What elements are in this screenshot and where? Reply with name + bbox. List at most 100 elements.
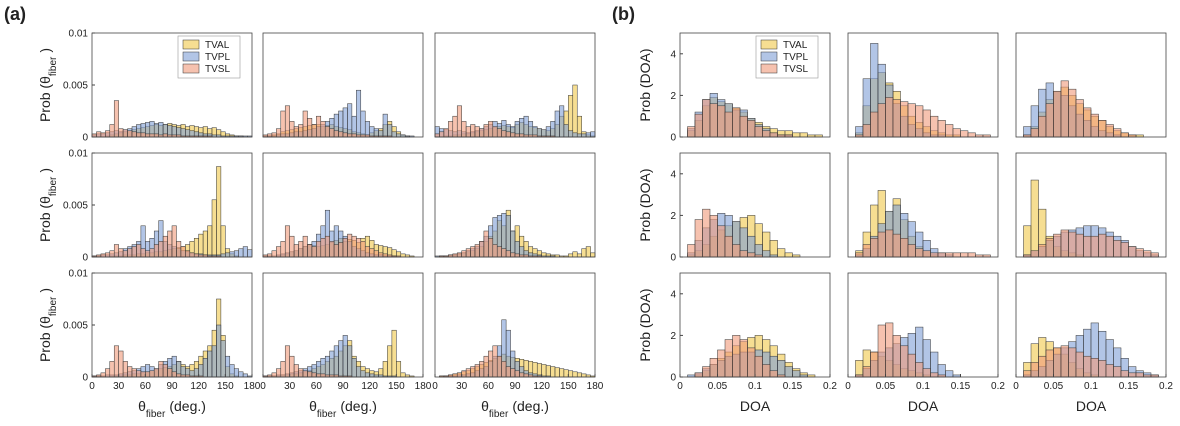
histogram-bar (590, 252, 596, 258)
histogram-bar (162, 364, 168, 378)
histogram-bar (1053, 233, 1062, 258)
histogram-bar (267, 133, 273, 138)
y-axis-label-part: Prob (θ (37, 76, 53, 122)
y-tick-label: 0 (670, 133, 676, 144)
histogram-bar (153, 133, 159, 138)
histogram-bar (505, 250, 511, 258)
histogram-bar (568, 370, 574, 378)
histogram-bar (369, 373, 375, 378)
histogram-bar (514, 253, 520, 258)
histogram-bar (162, 235, 168, 258)
histogram-bar (311, 124, 317, 138)
histogram-bar (238, 371, 244, 378)
histogram-bar (523, 115, 529, 138)
histogram-bar (1083, 235, 1092, 258)
histogram-bar (364, 121, 370, 138)
histogram-bar (877, 231, 886, 258)
histogram-bar (488, 238, 494, 258)
histogram-bar (293, 244, 299, 258)
panel-label: (b) (612, 4, 635, 24)
histogram-bar (211, 345, 217, 378)
histogram-bar (559, 368, 565, 378)
histogram-bar (342, 335, 348, 378)
histogram-bar (364, 246, 370, 258)
histogram-bar (307, 371, 313, 378)
histogram-bar (1098, 360, 1107, 378)
histogram-bar (870, 351, 879, 378)
histogram-bar (382, 361, 388, 378)
histogram-bar (747, 252, 756, 258)
histogram-bar (298, 368, 304, 378)
histogram-bar (488, 121, 494, 138)
histogram-bar (892, 99, 901, 138)
histogram-bar (492, 345, 498, 378)
histogram-bar (311, 372, 317, 378)
histogram-bar (470, 366, 476, 378)
histogram-bar (387, 345, 393, 378)
histogram-bar (1090, 113, 1099, 138)
histogram-bar (298, 241, 304, 258)
histogram-bar (1098, 120, 1107, 138)
histogram-bar (762, 364, 771, 378)
histogram-bar (100, 253, 106, 258)
histogram-bar (364, 372, 370, 378)
histogram-bar (792, 370, 801, 378)
histogram-bar (960, 130, 969, 138)
histogram-bar (724, 339, 733, 378)
x-tick-label: 120 (533, 381, 550, 392)
histogram-bar (131, 246, 137, 258)
histogram-bar (563, 124, 569, 138)
histogram-bar (528, 121, 534, 138)
histogram-bar (378, 252, 384, 258)
histogram-bar (590, 131, 596, 138)
legend-swatch (760, 39, 778, 50)
histogram-bar (229, 251, 235, 258)
y-tick-label: 0 (82, 373, 88, 384)
histogram-bar (1090, 235, 1099, 258)
plot-frame (1015, 32, 1167, 138)
x-tick-label: 180 (415, 381, 432, 392)
histogram-bar (289, 121, 295, 138)
histogram-bar (461, 250, 467, 258)
x-tick-label: 0 (89, 381, 95, 392)
histogram-bar (747, 347, 756, 378)
histogram-bar (356, 89, 362, 138)
histogram-bar (333, 345, 339, 378)
histogram-bar (242, 373, 248, 378)
histogram-bar (792, 132, 801, 138)
histogram-bar (233, 250, 239, 258)
y-axis-label-subscript: fiber (48, 296, 59, 316)
histogram-bar (316, 115, 322, 138)
histogram-bar (576, 133, 582, 138)
histogram-bar (448, 121, 454, 138)
histogram-bar (559, 105, 565, 138)
histogram-bar (572, 132, 578, 138)
plot-frame (434, 152, 596, 258)
histogram-bar (271, 250, 277, 258)
histogram-bar (1060, 80, 1069, 138)
histogram-bar (1068, 88, 1077, 138)
histogram-bar (1135, 248, 1144, 258)
histogram-bar (470, 124, 476, 138)
x-axis-label: θfiber (deg.) (309, 398, 377, 420)
y-axis-label-part: ) (37, 288, 53, 293)
histogram-bar (284, 345, 290, 378)
histogram-bar (855, 360, 864, 378)
x-tick-label: 120 (361, 381, 378, 392)
plot-frame (679, 32, 831, 138)
plot-frame (434, 32, 596, 138)
histogram-bar (554, 110, 560, 138)
histogram-bar (687, 126, 696, 138)
histogram-bar (1045, 103, 1054, 138)
histogram-bar (492, 126, 498, 138)
histogram-bar (149, 370, 155, 378)
histogram-bar (1083, 355, 1092, 378)
histogram-bar (572, 84, 578, 138)
histogram-bar (694, 113, 703, 138)
legend-label: TVPL (783, 52, 808, 63)
histogram-bar (400, 253, 406, 258)
histogram-bar (153, 244, 159, 258)
histogram-bar (333, 244, 339, 258)
histogram-bar (769, 370, 778, 378)
